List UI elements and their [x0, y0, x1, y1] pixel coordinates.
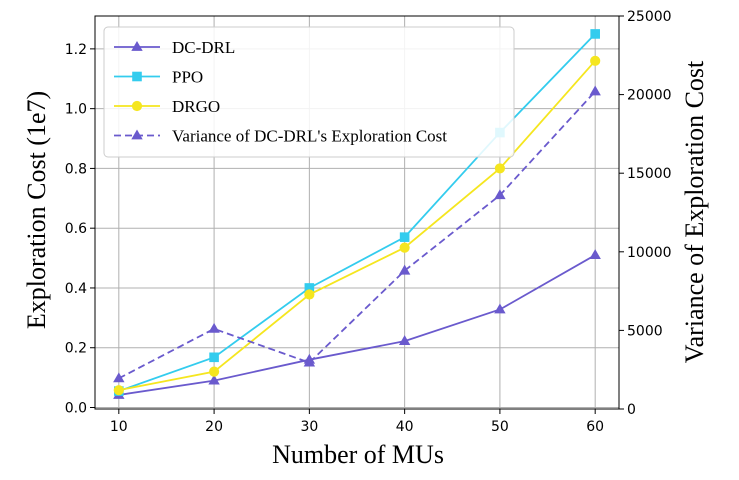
legend-item: PPO [114, 68, 203, 87]
y2-axis-label: Variance of Exploration Cost [680, 60, 709, 363]
x-tick-label: 60 [586, 419, 604, 435]
x-tick-label: 30 [300, 419, 318, 435]
x-tick-label: 20 [205, 419, 223, 435]
data-point [113, 372, 125, 383]
series-variance-of-dc-drl-s-exploration-cost [113, 85, 601, 383]
legend-label: Variance of DC-DRL's Exploration Cost [172, 127, 447, 146]
data-point [304, 283, 315, 293]
plot-frame [94, 15, 620, 410]
legend-swatch-marker [131, 41, 143, 51]
x-axis-label: Number of MUs [272, 440, 444, 469]
series-line [118, 33, 596, 392]
x-axis-ticks: 10 20 30 40 50 60 [110, 409, 604, 435]
data-point [208, 322, 220, 333]
x-tick-label: 40 [396, 419, 414, 435]
data-point [208, 366, 220, 377]
data-point [494, 303, 506, 314]
legend-item: DRGO [114, 97, 220, 116]
y-tick-label: 0.8 [65, 161, 87, 177]
data-point [399, 242, 410, 253]
data-point [589, 249, 601, 259]
y2-tick-label: 10000 [627, 245, 672, 261]
data-point [398, 335, 411, 346]
series-line [118, 90, 596, 380]
y2-axis-ticks: 0 5000 10000 15000 20000 25000 [619, 9, 672, 418]
y2-tick-label: 25000 [627, 9, 672, 25]
data-point [590, 55, 601, 66]
y-tick-label: 1.0 [65, 102, 87, 118]
legend-swatch-marker [131, 129, 143, 140]
data-point [209, 352, 219, 363]
legend-label: PPO [172, 68, 203, 87]
y2-tick-label: 20000 [627, 88, 672, 104]
x-tick-label: 50 [491, 419, 509, 435]
y-tick-label: 1.2 [65, 42, 87, 58]
y-tick-label: 0.2 [65, 341, 87, 357]
y-tick-label: 0.6 [65, 221, 87, 237]
legend-item: Variance of DC-DRL's Exploration Cost [114, 127, 447, 146]
y-axis-ticks: 0.0 0.2 0.4 0.6 0.8 1.0 1.2 [65, 42, 95, 417]
data-point [398, 264, 411, 275]
y2-tick-label: 15000 [627, 166, 672, 182]
x-tick-label: 10 [110, 419, 128, 435]
y2-tick-label: 0 [627, 402, 636, 418]
data-point [303, 356, 316, 367]
legend-box [103, 26, 515, 158]
data-point [399, 232, 410, 242]
data-point [208, 374, 220, 385]
y-tick-label: 0.4 [65, 281, 87, 297]
y-axis-label: Exploration Cost (1e7) [22, 91, 51, 329]
series-line [118, 60, 596, 392]
legend-label: DRGO [172, 97, 220, 116]
data-point [590, 29, 600, 39]
legend-swatch-marker [132, 71, 142, 82]
data-point [494, 189, 506, 200]
data-point [113, 385, 124, 396]
legend-swatch-marker [131, 100, 143, 112]
data-point [589, 85, 601, 96]
plot-series [113, 29, 601, 399]
series-drgo [113, 55, 601, 396]
y-tick-label: 0.0 [65, 401, 87, 417]
legend: DC-DRL PPO DRGO Variance of DC-DRL's Explor… [103, 26, 515, 158]
data-point [304, 289, 315, 300]
y2-tick-label: 5000 [627, 323, 663, 339]
series-line [118, 254, 596, 396]
data-point [494, 163, 506, 174]
legend-item: DC-DRL [114, 38, 235, 57]
legend-label: DC-DRL [172, 38, 235, 57]
